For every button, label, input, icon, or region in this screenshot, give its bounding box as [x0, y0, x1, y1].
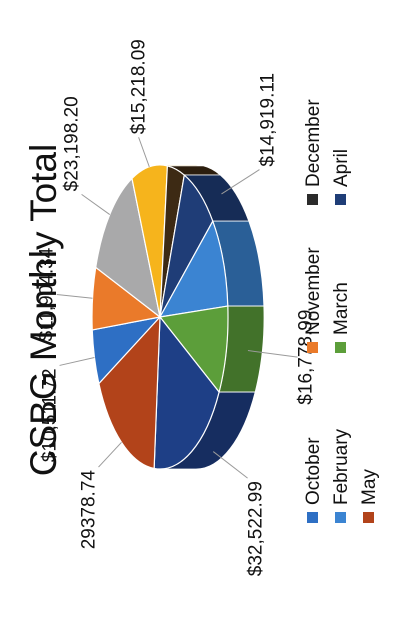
leader-line-july	[98, 441, 122, 468]
legend-item-november: November	[303, 247, 324, 353]
legend-swatch	[307, 194, 318, 205]
chart-title: CSBG Monthly Total	[23, 144, 64, 476]
leader-line-march	[221, 169, 260, 195]
legend-label: December	[303, 99, 324, 187]
legend-swatch	[307, 342, 318, 353]
data-label-november: $11,904.34	[37, 247, 58, 341]
pie-slice-december	[95, 177, 161, 319]
legend-item-may: May	[359, 469, 380, 523]
legend-label: November	[303, 247, 324, 335]
legend-swatch	[335, 342, 346, 353]
legend-label: March	[331, 282, 352, 335]
legend-item-april: April	[331, 149, 352, 205]
legend-label: April	[331, 149, 352, 187]
pie-slice-july	[98, 315, 161, 470]
legend-item-march: March	[331, 282, 352, 353]
data-label-march: $14,919.11	[257, 73, 278, 167]
leader-line-january	[138, 137, 150, 168]
leader-line-june	[212, 451, 248, 479]
leader-line-may	[247, 350, 298, 358]
legend-swatch	[307, 512, 318, 523]
legend: October February May November March December A…	[303, 99, 380, 523]
pie-slice-may	[158, 305, 229, 394]
legend-item-december: December	[303, 99, 324, 205]
legend-swatch	[335, 194, 346, 205]
pie-slice-april	[158, 219, 229, 318]
data-label-july: 29378.74	[79, 470, 100, 550]
pie-sides	[159, 164, 265, 470]
leader-line-november	[56, 294, 93, 299]
data-label-june: $32,522.99	[246, 481, 267, 576]
legend-swatch	[363, 512, 374, 523]
legend-item-october: October	[303, 437, 324, 523]
data-label-october: $10,511.72	[40, 368, 61, 462]
data-label-january: $15,218.09	[129, 39, 150, 134]
legend-label: February	[331, 428, 352, 505]
data-label-may: $16,778.99	[296, 310, 317, 405]
legend-label: October	[303, 437, 324, 505]
pie-slice-june	[153, 315, 220, 470]
data-labels: $10,511.72 $11,904.34 $23,198.20 $15,218.09…	[37, 39, 317, 576]
legend-label: May	[359, 469, 380, 505]
legend-item-february: February	[331, 428, 352, 523]
leader-line-october	[59, 356, 95, 366]
legend-swatch	[335, 512, 346, 523]
leader-lines	[56, 137, 298, 479]
leader-line-december	[81, 193, 111, 215]
pie-slices	[91, 164, 229, 470]
data-label-december: $23,198.20	[62, 96, 83, 191]
